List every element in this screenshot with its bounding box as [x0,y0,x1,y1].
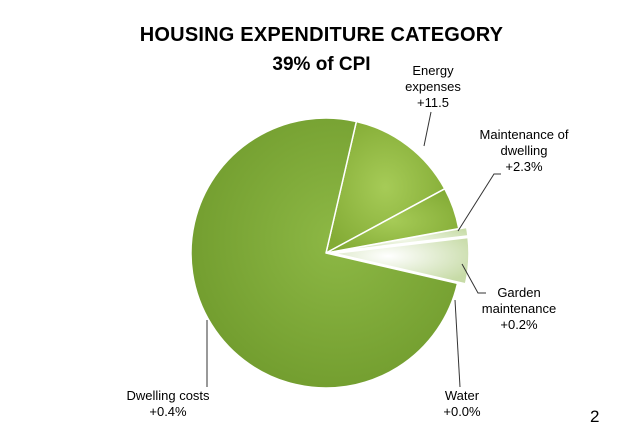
pie-slice-water [333,236,470,285]
chart-title: HOUSING EXPENDITURE CATEGORY [139,24,504,46]
leader-line-maintenance [457,173,501,232]
leader-line-energy [423,111,432,147]
slice-label-energy: Energy expenses +11.5 [405,63,461,110]
pie-slice-energy [325,120,446,254]
slice-label-garden: Garden maintenance +0.2% [481,285,557,332]
slice-label-dwelling: Dwelling costs +0.4% [126,388,210,419]
leader-line-garden [461,263,486,294]
slice-label-water: Water +0.0% [443,388,481,419]
slice-label-maintenance: Maintenance of dwelling +2.3% [479,127,569,174]
pie-slice-garden [333,226,469,253]
chart-subtitle: 39% of CPI [272,54,371,75]
page-number: 2 [590,407,600,426]
leader-line-water [454,299,461,388]
pie-slice-dwelling [190,117,459,389]
